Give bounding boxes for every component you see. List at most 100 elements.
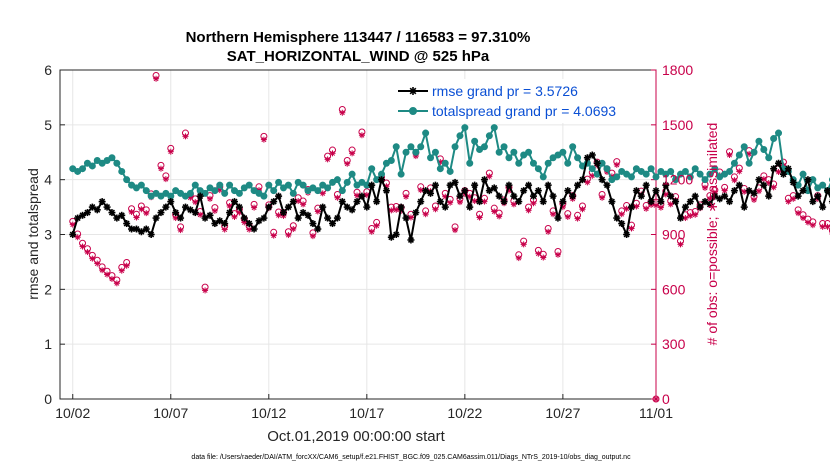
rmse-point-stroke (368, 182, 375, 189)
rmse-point (436, 198, 444, 206)
obs-assimilated-marker (452, 227, 459, 234)
rmse-point (451, 178, 459, 186)
rmse-point-stroke (736, 182, 743, 189)
rmse-point (520, 187, 528, 195)
spread-point (515, 159, 523, 167)
obs-assimilated-marker (422, 211, 429, 218)
rmse-point-stroke (344, 204, 351, 211)
rmse-point-stroke (202, 215, 209, 222)
rmse-point-stroke (496, 193, 503, 200)
rmse-point-stroke (545, 182, 552, 189)
rmse-point (245, 220, 253, 228)
obs-assimilated-marker-stroke (776, 169, 782, 175)
rmse-point-stroke (721, 193, 728, 200)
rmse-point (735, 181, 743, 189)
rmse-point (83, 209, 91, 217)
obs-assimilated-marker-stroke (222, 227, 228, 233)
obs-assimilated-marker (574, 215, 581, 222)
rmse-point (784, 165, 792, 173)
rmse-point-stroke (799, 187, 807, 194)
legend-spread-label: totalspread grand pr = 4.0693 (432, 103, 616, 119)
rmse-point-stroke (476, 198, 483, 205)
rmse-point (588, 151, 596, 159)
rmse-point (147, 231, 155, 238)
rmse-point-stroke (231, 198, 238, 205)
rmse-point-stroke (662, 182, 669, 189)
obs-assimilated-marker (599, 194, 606, 201)
rmse-point (750, 189, 758, 197)
rmse-point (652, 187, 660, 195)
obs-assimilated-marker (153, 75, 160, 82)
obs-assimilated-marker-stroke (653, 396, 659, 402)
obs-assimilated-marker-stroke (334, 195, 340, 201)
spread-point (525, 148, 533, 156)
spread-point (701, 176, 709, 184)
rmse-point (824, 187, 830, 195)
obs-assimilated-marker-stroke (138, 206, 144, 212)
rmse-point-stroke (221, 220, 228, 227)
rmse-point (765, 192, 773, 200)
obs-assimilated-marker-stroke (374, 223, 380, 229)
obs-assimilated-marker-stroke (349, 150, 355, 156)
rmse-point (647, 198, 655, 206)
rmse-point-stroke (143, 225, 150, 233)
spread-point (260, 192, 268, 200)
left-tick-label: 6 (44, 62, 52, 78)
obs-assimilated-marker-stroke (232, 214, 237, 220)
obs-assimilated-marker-stroke (393, 207, 399, 213)
rmse-point-stroke (731, 187, 738, 194)
spread-point (392, 143, 400, 151)
rmse-point-stroke (804, 176, 811, 183)
obs-assimilated-marker-stroke (290, 226, 296, 232)
rmse-point (255, 217, 263, 225)
obs-assimilated-marker-stroke (658, 205, 664, 211)
obs-assimilated-marker (692, 211, 699, 218)
rmse-point (623, 231, 631, 238)
rmse-point (275, 192, 283, 200)
rmse-point (667, 192, 675, 200)
rmse-point (402, 214, 410, 222)
obs-assimilated-marker-stroke (158, 166, 164, 172)
spread-point (407, 143, 415, 151)
rmse-point-stroke (378, 176, 385, 183)
obs-assimilated-marker-stroke (295, 198, 301, 204)
rmse-point (387, 233, 395, 241)
rmse-point-stroke (790, 179, 797, 186)
rmse-point (456, 192, 464, 200)
obs-assimilated-marker (324, 156, 331, 163)
rmse-point-stroke (167, 198, 174, 205)
rmse-point-stroke (211, 220, 218, 227)
obs-assimilated-marker-stroke (359, 132, 365, 138)
rmse-point-stroke (104, 204, 111, 211)
rmse-point (338, 198, 346, 206)
spread-point (569, 143, 577, 151)
rmse-point (578, 176, 586, 184)
rmse-point-stroke (775, 160, 782, 167)
rmse-point (755, 176, 763, 184)
spread-point (123, 176, 131, 184)
rmse-point (79, 211, 87, 219)
chart-title-line1: Northern Hemisphere 113447 / 116583 = 97… (186, 29, 531, 46)
spread-point (471, 137, 479, 145)
obs-assimilated-marker-stroke (633, 204, 639, 210)
spread-point (735, 151, 743, 159)
rmse-point (333, 214, 341, 222)
spread-point (500, 143, 508, 151)
obs-assimilated-marker (94, 260, 101, 267)
obs-assimilated-marker (99, 267, 106, 274)
rmse-point-stroke (251, 225, 258, 233)
rmse-point (632, 187, 640, 195)
obs-assimilated-marker (795, 210, 802, 217)
rmse-point (152, 214, 160, 222)
obs-assimilated-marker (162, 176, 169, 183)
obs-assimilated-marker-stroke (678, 241, 683, 247)
obs-assimilated-marker-stroke (163, 176, 169, 182)
obs-assimilated-marker (221, 226, 228, 233)
spread-point (314, 187, 322, 195)
rmse-point-stroke (324, 215, 331, 222)
rmse-point (162, 203, 170, 211)
rmse-point (686, 198, 694, 206)
spread-point (730, 159, 738, 167)
spread-point (417, 143, 425, 151)
rmse-point (657, 198, 665, 206)
